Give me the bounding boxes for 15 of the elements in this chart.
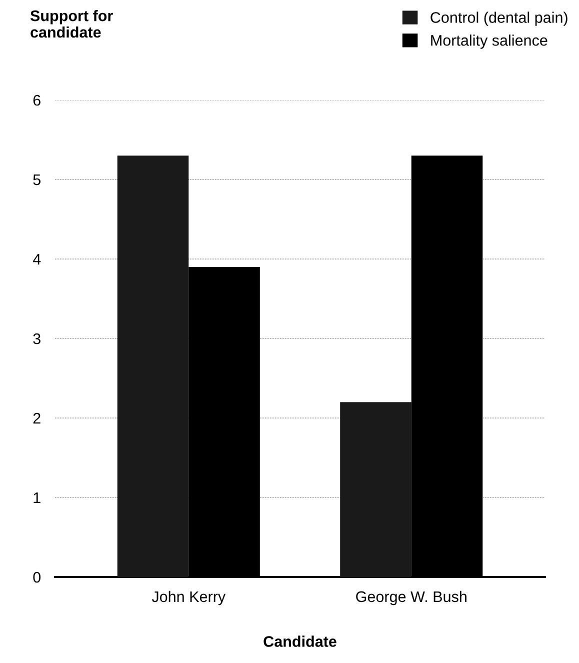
y-tick-label: 3 (33, 333, 40, 344)
y-tick-label: 1 (34, 492, 40, 504)
bar (340, 402, 412, 577)
x-tick-label: John Kerry (152, 590, 226, 606)
x-axis-title: Candidate (264, 636, 336, 647)
y-tick-label: 6 (33, 94, 40, 106)
legend-label: Control (dental pain) (430, 12, 568, 26)
y-tick-label: 0 (33, 572, 41, 583)
y-tick-label: 4 (32, 254, 41, 265)
text: Support for candidate (30, 10, 113, 38)
y-tick-label: 5 (33, 174, 40, 186)
y-tick-label: 2 (33, 412, 40, 424)
bar (117, 156, 189, 577)
legend-label: Mortality salience (431, 34, 548, 49)
x-tick-label: George W. Bush (356, 590, 466, 606)
